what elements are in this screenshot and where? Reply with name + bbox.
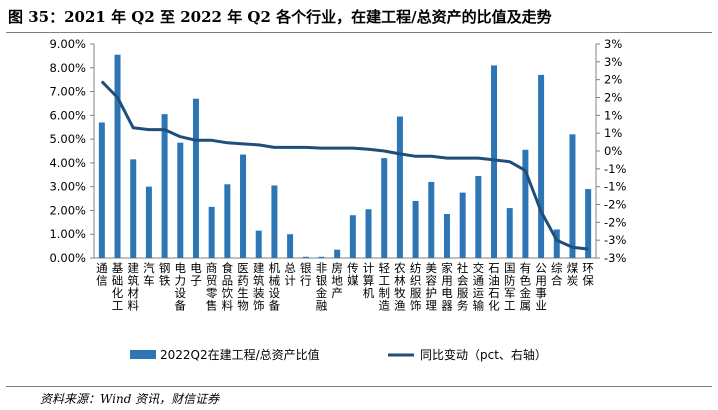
x-tick-label: 食品饮料 (222, 261, 234, 313)
left-tick-label: 2.00% (49, 203, 86, 217)
left-tick-label: 3.00% (49, 180, 86, 194)
source-divider (6, 386, 712, 387)
bar (522, 149, 529, 258)
right-tick-label: 2% (604, 91, 622, 105)
right-tick-label: 1% (604, 108, 622, 122)
bar (569, 134, 576, 258)
bar (428, 181, 435, 258)
right-tick-label: -2% (604, 198, 626, 212)
x-tick-label: 商贸零售 (206, 261, 218, 313)
x-tick-label: 电子 (190, 261, 202, 288)
bar (443, 214, 450, 258)
left-tick-label: 4.00% (49, 156, 86, 170)
yoy-change-line (100, 80, 589, 251)
bar (475, 175, 482, 258)
bar (365, 209, 372, 258)
x-tick-label: 公用事业 (535, 261, 547, 313)
x-tick-label: 石油石化 (488, 261, 500, 313)
bar (459, 192, 466, 258)
x-tick-label: 轻工制造 (378, 261, 390, 313)
legend-bar-label: 2022Q2在建工程/总资产比值 (160, 347, 320, 362)
legend-bar-swatch (130, 350, 156, 359)
x-tick-label: 传媒 (347, 261, 359, 288)
x-tick-label: 美容护理 (426, 261, 438, 313)
bar (145, 186, 152, 258)
bar (381, 158, 388, 258)
legend-line-label: 同比变动（pct、右轴） (420, 347, 547, 362)
x-tick-label: 医药生物 (237, 261, 249, 313)
bar (271, 185, 278, 258)
bar (538, 74, 545, 259)
left-tick-label: 1.00% (49, 227, 86, 241)
right-tick-label: 3% (604, 37, 622, 51)
bar (302, 256, 309, 258)
x-tick-label: 总计 (284, 261, 296, 288)
x-tick-label: 环保 (582, 261, 594, 288)
left-tick-label: 7.00% (49, 85, 86, 99)
combo-chart: 0.00% 1.00% 2.00% 3.00% 4.00% 5.00% 6.00% 7.00%… (49, 37, 626, 362)
right-tick-label: -2% (604, 215, 626, 229)
left-tick-label: 5.00% (49, 132, 86, 146)
right-tick-label: 1% (604, 126, 622, 140)
bar (491, 65, 498, 259)
bar (287, 234, 294, 258)
x-tick-label: 非银金融 (316, 261, 328, 313)
x-tick-label: 纺织服饰 (410, 261, 422, 313)
bar (224, 184, 231, 258)
x-tick-label: 社会服务 (457, 261, 469, 313)
title-divider (6, 32, 712, 33)
bar (161, 114, 168, 259)
x-tick-label: 交通运输 (473, 261, 485, 313)
x-tick-label: 计算机 (363, 261, 375, 300)
x-tick-label: 房地产 (331, 261, 343, 300)
bar (585, 189, 592, 258)
bar (396, 116, 403, 259)
bar (506, 208, 513, 258)
bar (240, 154, 247, 258)
left-tick-label: 6.00% (49, 108, 86, 122)
bar (412, 200, 419, 258)
bar (177, 142, 184, 258)
x-tick-label: 家用电器 (441, 261, 453, 313)
x-tick-label: 有色金属 (520, 261, 532, 313)
bar (114, 54, 121, 259)
left-tick-label: 0.00% (49, 251, 86, 265)
bar (349, 215, 356, 258)
x-tick-label: 通信 (96, 261, 108, 288)
x-tick-label: 电力设备 (175, 261, 187, 313)
right-tick-label: 2% (604, 73, 622, 87)
x-tick-label: 煤炭 (567, 261, 579, 288)
left-tick-label: 9.00% (49, 37, 86, 51)
bar (318, 256, 325, 258)
left-tick-label: 8.00% (49, 61, 86, 75)
x-tick-label: 综合 (551, 261, 563, 288)
x-tick-label: 建筑装饰 (253, 261, 265, 313)
bar (98, 122, 105, 258)
bar (255, 230, 262, 258)
x-tick-label: 钢铁 (159, 261, 171, 288)
figure-title: 图 35：2021 年 Q2 至 2022 年 Q2 各个行业，在建工程/总资产… (8, 8, 552, 26)
right-tick-label: 0% (604, 144, 622, 158)
x-tick-label: 基础化工 (112, 261, 124, 313)
x-tick-label: 农林牧渔 (394, 261, 406, 313)
x-tick-label: 汽车 (143, 261, 155, 288)
source-note: 资料来源：Wind 资讯，财信证券 (40, 392, 220, 406)
right-tick-label: 3% (604, 55, 622, 69)
bar (553, 229, 560, 258)
x-tick-label: 银行 (300, 261, 312, 288)
right-tick-label: -3% (604, 233, 626, 247)
bar (334, 249, 341, 258)
right-tick-label: -1% (604, 180, 626, 194)
x-tick-label: 国防军工 (504, 261, 516, 313)
bar (130, 159, 137, 258)
x-tick-label: 建筑材料 (127, 261, 139, 313)
bar (208, 206, 215, 258)
x-tick-label: 机械设备 (269, 261, 281, 313)
right-tick-label: -3% (604, 251, 626, 265)
right-tick-label: -1% (604, 162, 626, 176)
bar (192, 98, 199, 258)
